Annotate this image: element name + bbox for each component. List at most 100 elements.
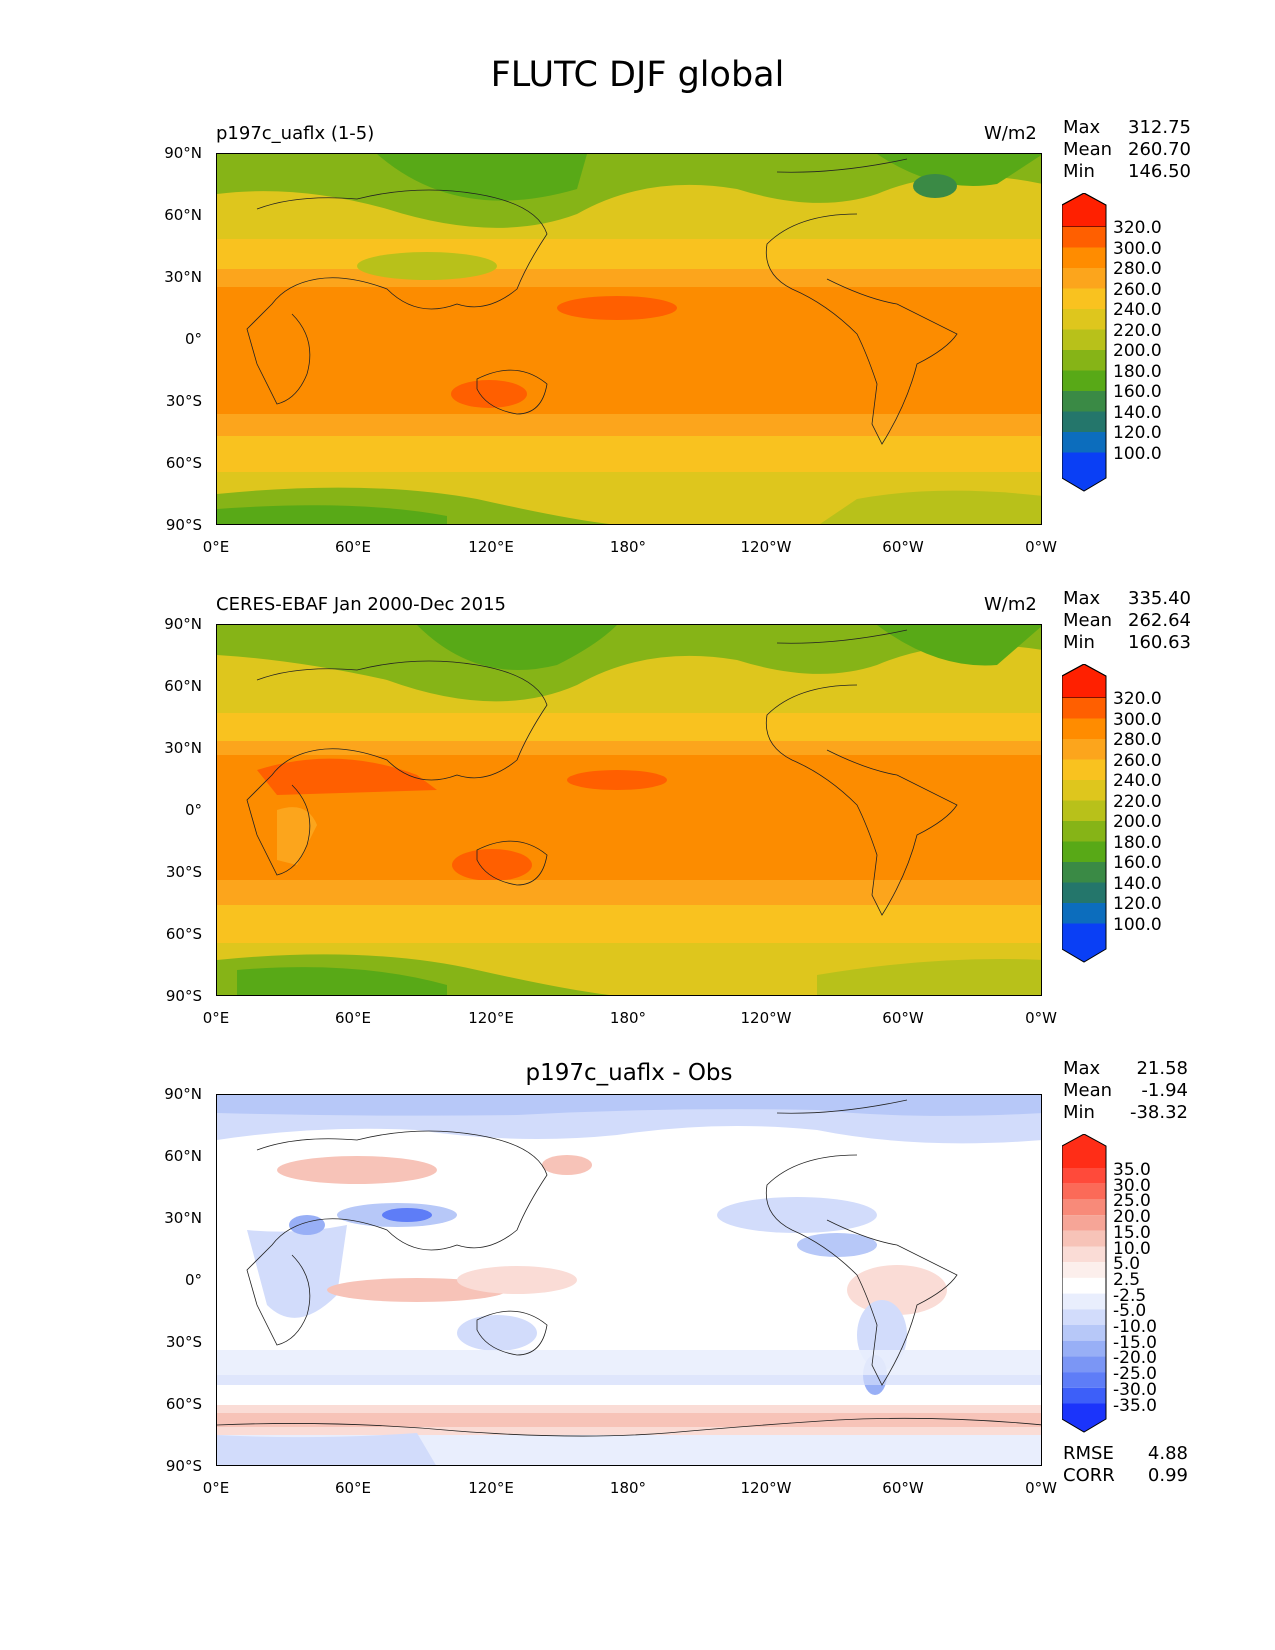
colorbar-label: 180.0 [1113, 832, 1162, 853]
y-tick-label: 60°S [165, 454, 202, 472]
x-tick-label: 60°E [334, 1479, 372, 1497]
colorbar-label: 5.0 [1113, 1254, 1141, 1275]
stat-min-value: -38.32 [1129, 1102, 1188, 1123]
y-tick-label: 90°N [164, 1085, 202, 1103]
colorbar-label: -35.0 [1113, 1395, 1157, 1416]
stat-mean-label: Mean [1063, 610, 1113, 631]
y-tick-label: 30°N [164, 739, 202, 757]
colorbar-label: 200.0 [1113, 812, 1162, 832]
stat-max-label: Max [1063, 117, 1101, 138]
colorbar-label: 320.0 [1113, 218, 1162, 238]
colorbar-label: 160.0 [1113, 382, 1162, 402]
colorbar-label: 240.0 [1113, 300, 1162, 320]
map-panel-model [216, 153, 1042, 525]
colorbar-label: 100.0 [1113, 914, 1162, 935]
y-tick-label: 90°S [165, 516, 202, 534]
stat-mean-value: 262.64 [1128, 610, 1191, 631]
colorbar-label: 260.0 [1113, 279, 1162, 300]
rmse-value: 4.88 [1147, 1443, 1188, 1464]
colorbar-label: 25.0 [1113, 1191, 1151, 1212]
y-tick-label: 90°N [164, 615, 202, 633]
colorbar-label: 300.0 [1113, 709, 1162, 730]
colorbar-label: -2.5 [1113, 1285, 1147, 1306]
colorbar-label: -15.0 [1113, 1332, 1157, 1353]
stat-mean-value: -1.94 [1141, 1080, 1188, 1101]
colorbar-label: 280.0 [1113, 259, 1162, 279]
y-tick-label: 30°N [164, 268, 202, 286]
y-tick-label: 90°N [164, 144, 202, 162]
colorbar-model [1062, 193, 1107, 492]
x-tick-label: 60°W [882, 1479, 924, 1497]
x-tick-label: 120°W [740, 1009, 792, 1027]
colorbar-label: 15.0 [1113, 1222, 1151, 1243]
y-tick-label: 0° [184, 801, 202, 819]
corr-value: 0.99 [1147, 1465, 1188, 1486]
colorbar-label: 260.0 [1113, 750, 1162, 771]
colorbar-label: -25.0 [1113, 1364, 1157, 1385]
colorbar-label: -30.0 [1113, 1379, 1157, 1400]
panel-units: W/m2 [984, 123, 1037, 144]
y-tick-label: 30°S [165, 1333, 202, 1351]
stat-max-label: Max [1063, 588, 1101, 609]
rmse-label: RMSE [1063, 1443, 1114, 1464]
stat-min-value: 160.63 [1128, 632, 1191, 653]
x-tick-label: 120°E [468, 538, 514, 556]
y-tick-label: 0° [184, 1271, 202, 1289]
figure-title: FLUTC DJF global [490, 55, 785, 95]
y-tick-label: 30°S [165, 392, 202, 410]
y-tick-label: 60°S [165, 925, 202, 943]
stat-max-value: 312.75 [1128, 117, 1191, 138]
y-tick-label: 60°N [164, 677, 202, 695]
stat-min-label: Min [1063, 632, 1095, 653]
map-panel-observations [216, 624, 1042, 996]
x-tick-label: 60°W [882, 1009, 924, 1027]
x-tick-label: 0°W [1025, 1009, 1057, 1027]
colorbar-label: 100.0 [1113, 443, 1162, 464]
colorbar-label: 240.0 [1113, 771, 1162, 791]
x-tick-label: 60°W [882, 538, 924, 556]
colorbar-label: 140.0 [1113, 402, 1162, 423]
y-tick-label: 90°S [165, 1457, 202, 1475]
stat-min-label: Min [1063, 1102, 1095, 1123]
x-tick-label: 0°E [202, 1009, 230, 1027]
x-tick-label: 180° [609, 1009, 647, 1027]
stat-max-label: Max [1063, 1058, 1101, 1079]
colorbar-label: 30.0 [1113, 1175, 1151, 1196]
colorbar-label: 2.5 [1113, 1269, 1141, 1290]
panel-title-left: p197c_uaflx (1-5) [216, 123, 375, 144]
colorbar-label: 220.0 [1113, 791, 1162, 812]
corr-label: CORR [1063, 1465, 1115, 1486]
panel-units: W/m2 [984, 594, 1037, 615]
y-tick-label: 60°N [164, 206, 202, 224]
stat-max-value: 21.58 [1136, 1058, 1188, 1079]
colorbar-label: -5.0 [1113, 1301, 1147, 1322]
colorbar-difference [1062, 1134, 1107, 1433]
y-tick-label: 90°S [165, 987, 202, 1005]
colorbar-label: 10.0 [1113, 1238, 1151, 1259]
y-tick-label: 30°N [164, 1209, 202, 1227]
colorbar-label: 320.0 [1113, 689, 1162, 709]
y-tick-label: 0° [184, 330, 202, 348]
x-tick-label: 0°E [202, 538, 230, 556]
x-tick-label: 120°W [740, 1479, 792, 1497]
colorbar-label: 120.0 [1113, 894, 1162, 914]
x-tick-label: 180° [609, 1479, 647, 1497]
colorbar-label: -20.0 [1113, 1348, 1157, 1369]
colorbar-label: 200.0 [1113, 341, 1162, 361]
x-tick-label: 120°E [468, 1009, 514, 1027]
colorbar-label: 120.0 [1113, 423, 1162, 443]
x-tick-label: 180° [609, 538, 647, 556]
colorbar-label: 35.0 [1113, 1160, 1151, 1180]
colorbar-label: 300.0 [1113, 238, 1162, 259]
stat-min-value: 146.50 [1128, 161, 1191, 182]
colorbar-label: -10.0 [1113, 1317, 1157, 1337]
x-tick-label: 0°W [1025, 538, 1057, 556]
colorbar-label: 160.0 [1113, 853, 1162, 873]
x-tick-label: 60°E [334, 538, 372, 556]
x-tick-label: 0°W [1025, 1479, 1057, 1497]
x-tick-label: 0°E [202, 1479, 230, 1497]
y-tick-label: 60°N [164, 1147, 202, 1165]
colorbar-label: 220.0 [1113, 320, 1162, 341]
colorbar-label: 180.0 [1113, 361, 1162, 382]
stat-mean-value: 260.70 [1128, 139, 1191, 160]
